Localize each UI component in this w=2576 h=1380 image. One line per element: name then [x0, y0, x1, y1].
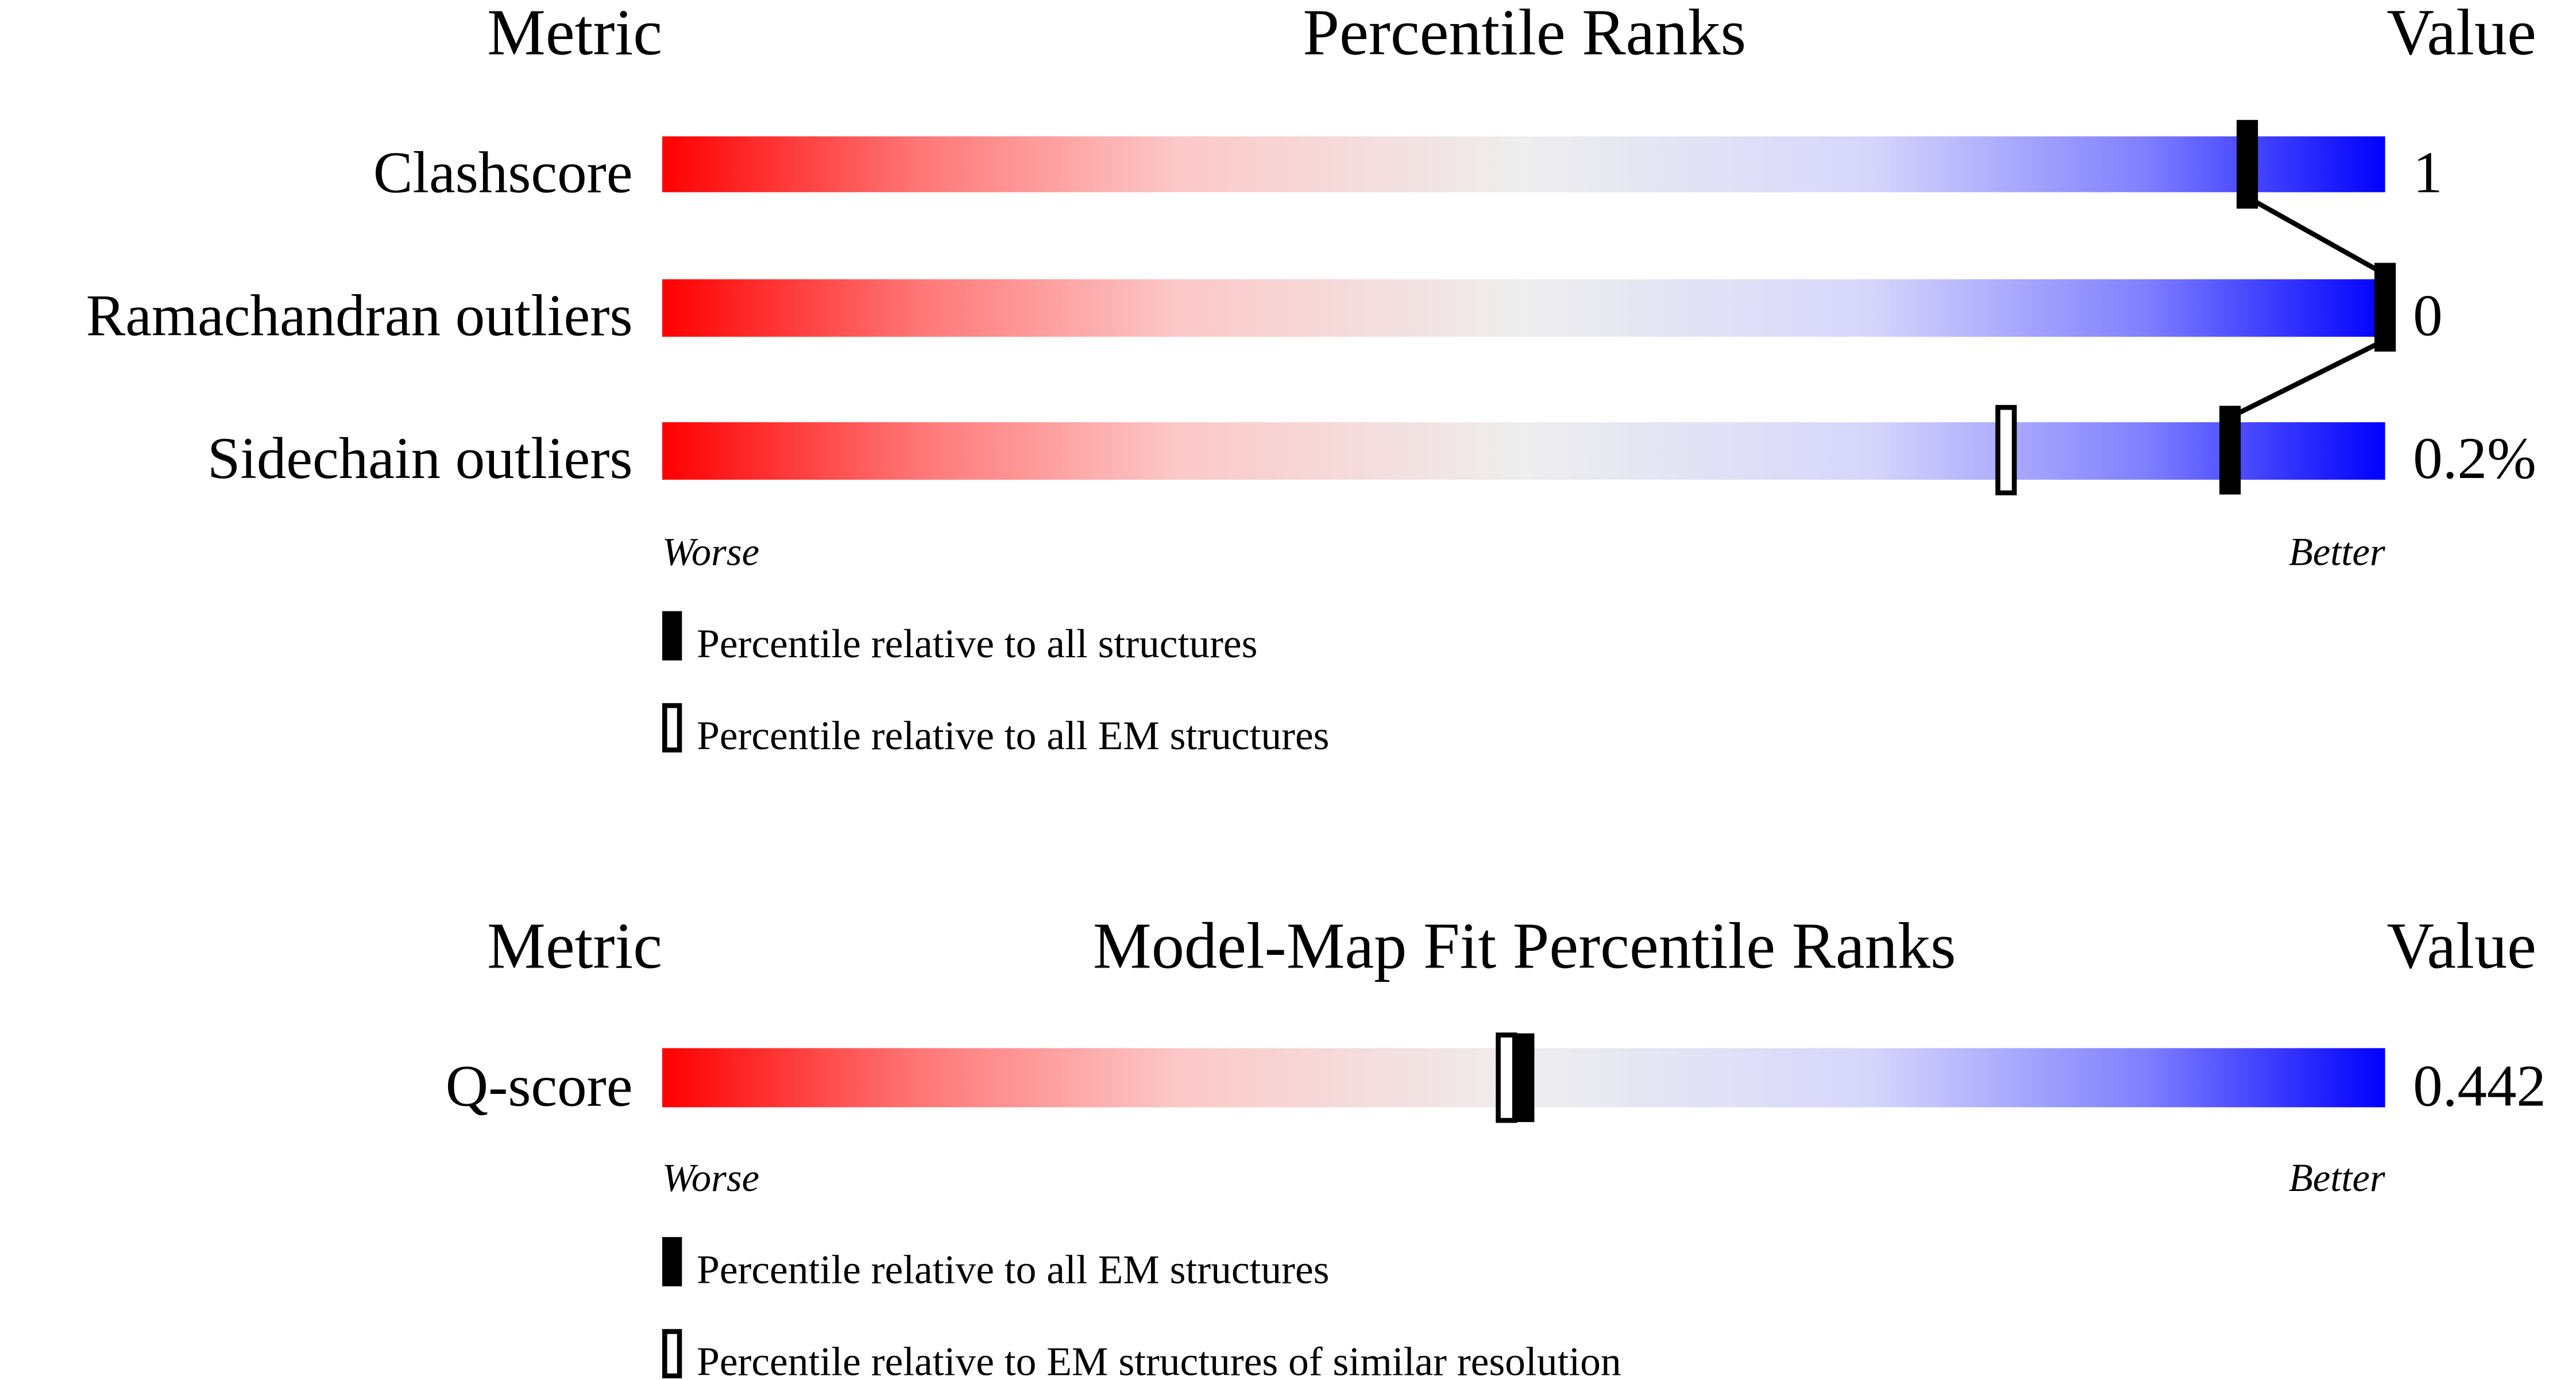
legend-label: Percentile relative to all EM structures [697, 713, 1329, 758]
percentile-bar [662, 279, 2385, 337]
legend-label: Percentile relative to EM structures of … [697, 1339, 1621, 1380]
row-label: Q-score [446, 1053, 633, 1119]
better-label: Better [2289, 1156, 2385, 1200]
legend-label: Percentile relative to all EM structures [697, 1247, 1329, 1292]
model-map-fit-section: Metric Model-Map Fit Percentile Ranks Va… [446, 909, 2546, 1380]
percentile-bar [662, 136, 2385, 192]
geometry-section: Metric Percentile Ranks Value Clashscore… [86, 0, 2536, 758]
open-marker-legend-icon [662, 1329, 682, 1379]
markers [1995, 120, 2396, 496]
percentile-bar [662, 422, 2385, 480]
chart-title: Model-Map Fit Percentile Ranks [1093, 909, 1956, 982]
filled-marker-legend-icon [662, 1237, 682, 1287]
value-header: Value [2387, 909, 2536, 982]
legend-label: Percentile relative to all structures [697, 621, 1257, 666]
row-value: 0.442 [2413, 1053, 2546, 1119]
open-percentile-marker [1496, 1032, 1517, 1123]
metric-header: Metric [487, 0, 662, 68]
filled-marker-legend-icon [662, 611, 682, 661]
filled-percentile-marker [2219, 406, 2241, 495]
open-percentile-marker [1995, 404, 2017, 496]
row-label: Ramachandran outliers [86, 283, 633, 348]
worse-label: Worse [662, 1156, 759, 1200]
value-header: Value [2387, 0, 2536, 68]
connector-line [2246, 195, 2386, 277]
chart-title: Percentile Ranks [1303, 0, 1746, 68]
markers [1496, 1032, 1535, 1123]
row-label: Clashscore [373, 140, 633, 206]
better-label: Better [2289, 530, 2385, 574]
row-value: 1 [2413, 140, 2442, 206]
row-value: 0.2% [2413, 426, 2536, 491]
filled-percentile-marker [2237, 120, 2258, 209]
row-value: 0 [2413, 283, 2442, 348]
open-marker-legend-icon [662, 703, 682, 753]
metric-header: Metric [487, 909, 662, 982]
row-label: Sidechain outliers [207, 426, 632, 491]
filled-percentile-marker [2374, 263, 2396, 352]
filled-percentile-marker [1513, 1033, 1535, 1123]
connector-line [2229, 338, 2386, 420]
worse-label: Worse [662, 530, 759, 574]
